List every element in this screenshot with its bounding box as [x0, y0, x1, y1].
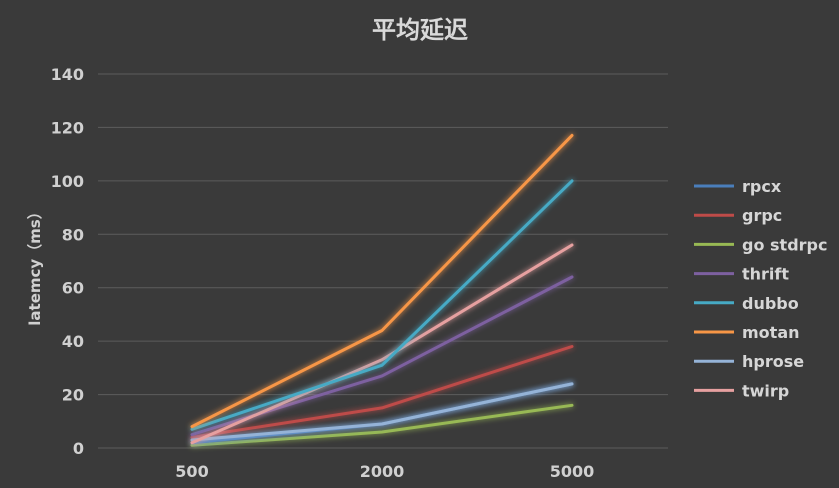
series-line-go-stdrpc: [190, 403, 574, 447]
x-tick-label: 5000: [550, 462, 595, 481]
gridlines: [98, 73, 668, 449]
legend-label: grpc: [742, 206, 782, 225]
chart-title: 平均延迟: [372, 16, 468, 44]
series-line-motan: [190, 133, 574, 429]
series-line-twirp: [190, 243, 574, 445]
legend-label: go stdrpc: [742, 235, 827, 254]
legend-label: motan: [742, 323, 800, 342]
legend: rpcx grpc go stdrpc thrift dubbo motan hprose t…: [694, 177, 827, 400]
y-tick-label: 0: [73, 439, 84, 458]
y-tick-label: 80: [62, 225, 84, 244]
legend-label: thrift: [742, 265, 789, 284]
x-tick-label: 500: [175, 462, 208, 481]
x-axis-ticks: 500 2000 5000: [175, 462, 594, 481]
y-tick-label: 40: [62, 332, 84, 351]
series-line-hprose: [190, 382, 574, 442]
series-lines: [190, 133, 574, 447]
legend-label: twirp: [742, 381, 789, 400]
legend-label: rpcx: [742, 177, 782, 196]
y-tick-label: 20: [62, 386, 84, 405]
legend-label: hprose: [742, 352, 804, 371]
y-tick-label: 120: [51, 118, 84, 137]
y-tick-label: 140: [51, 65, 84, 84]
y-axis-ticks: 0 20 40 60 80 100 120 140: [51, 65, 84, 458]
y-tick-label: 100: [51, 172, 84, 191]
x-tick-label: 2000: [360, 462, 405, 481]
legend-label: dubbo: [742, 294, 799, 313]
series-line-grpc: [190, 345, 574, 439]
y-tick-label: 60: [62, 279, 84, 298]
series-line-dubbo: [190, 179, 574, 431]
y-axis-label: latemcy（ms）: [26, 204, 44, 325]
